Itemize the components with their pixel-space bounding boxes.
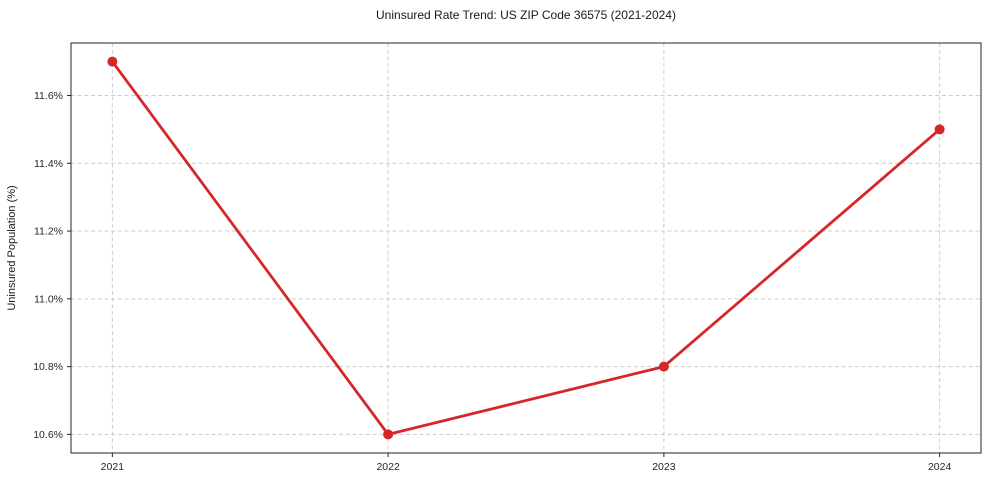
y-tick-label: 11.4% [34,158,63,170]
x-tick-label: 2024 [928,461,952,473]
x-tick-label: 2021 [101,461,125,473]
data-point [934,124,945,135]
plot-border [70,42,982,454]
data-point [383,429,394,440]
trend-line [110,60,942,436]
data-point [107,56,118,67]
grid-layer [71,43,981,453]
y-axis-label: Uninsured Population (%) [6,185,18,310]
y-tick-label: 10.8% [33,361,63,373]
y-tick-label: 10.6% [33,429,63,441]
x-tick-label: 2023 [652,461,676,473]
series-layer [107,56,945,440]
x-tick-label: 2022 [376,461,400,473]
tick-layer: 10.6% 10.8% 11.0% 11.2% 11.4% 11.6% 2021 2022 20… [33,90,951,473]
y-tick-label: 11.0% [34,293,63,305]
y-tick-label: 11.6% [34,90,63,102]
data-point [658,361,669,372]
chart-title: Uninsured Rate Trend: US ZIP Code 36575 … [376,8,676,22]
y-tick-label: 11.2% [34,226,63,238]
